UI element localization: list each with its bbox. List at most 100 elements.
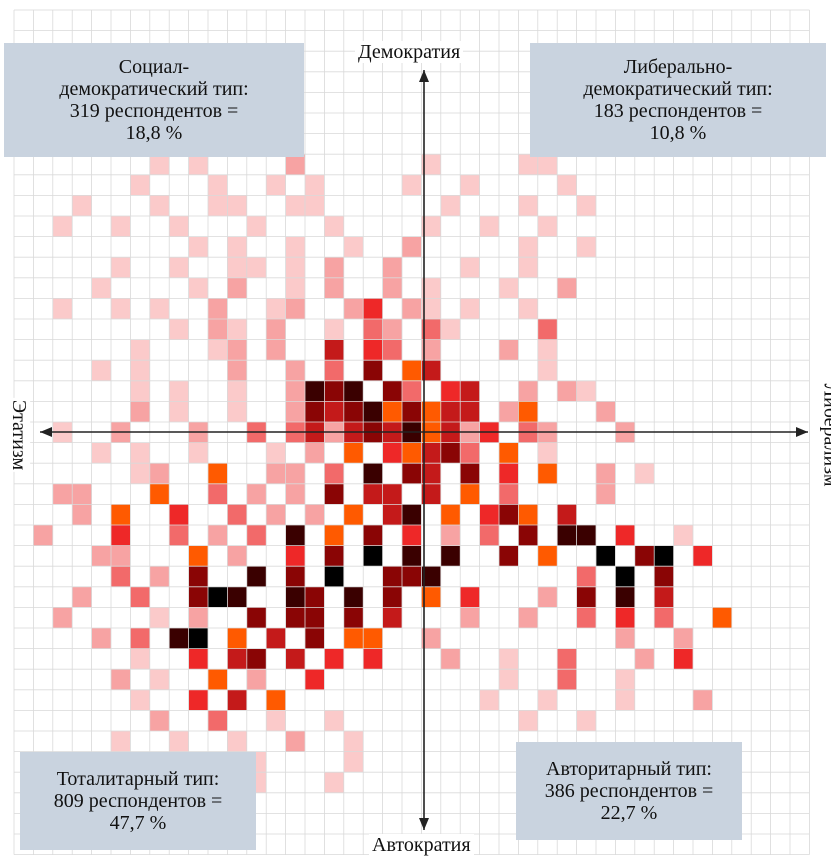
heatmap-cell xyxy=(227,628,247,649)
heatmap-cell xyxy=(266,689,286,711)
heatmap-cell xyxy=(227,545,247,567)
heatmap-cell xyxy=(91,360,111,381)
heatmap-cell xyxy=(285,380,305,402)
heatmap-cell xyxy=(130,360,150,381)
heatmap-cell xyxy=(149,710,170,731)
heatmap-cell xyxy=(460,607,480,628)
heatmap-cell xyxy=(305,195,325,216)
heatmap-cell xyxy=(460,257,480,278)
heatmap-cell xyxy=(402,525,422,546)
heatmap-cell xyxy=(208,339,228,361)
heatmap-cell xyxy=(382,586,402,608)
heatmap-cell xyxy=(596,483,616,505)
heatmap-cell xyxy=(363,545,383,567)
heatmap-cell xyxy=(615,669,635,690)
heatmap-cell xyxy=(479,504,499,525)
heatmap-cell xyxy=(440,504,461,525)
heatmap-cell xyxy=(52,483,73,505)
heatmap-cell xyxy=(111,257,131,278)
heatmap-cell xyxy=(91,442,111,464)
heatmap-cell xyxy=(149,298,170,319)
quadrant-line: 319 респондентов = xyxy=(69,100,239,122)
quadrant-line: Тоталитарный тип: xyxy=(56,768,220,790)
x-axis-right-arrow xyxy=(796,427,808,437)
heatmap-cell xyxy=(343,442,364,464)
heatmap-cell xyxy=(208,195,228,216)
heatmap-cell xyxy=(479,216,499,237)
heatmap-cell xyxy=(537,216,558,237)
heatmap-cell xyxy=(324,319,344,340)
quadrant-line: демократический тип: xyxy=(59,78,249,100)
quadrant-line: демократический тип: xyxy=(583,78,773,100)
heatmap-cell xyxy=(285,154,305,175)
heatmap-cell xyxy=(208,463,228,484)
heatmap-cell xyxy=(246,566,267,587)
quadrant-line: 386 респондентов = xyxy=(544,780,714,802)
heatmap-cell xyxy=(382,401,402,422)
heatmap-cell xyxy=(130,442,150,464)
heatmap-cell xyxy=(285,607,305,628)
heatmap-cell xyxy=(596,545,616,567)
heatmap-cell xyxy=(440,195,461,216)
heatmap-cell xyxy=(421,463,441,484)
heatmap-cell xyxy=(421,216,441,237)
heatmap-cell xyxy=(343,380,364,402)
heatmap-cell xyxy=(149,669,170,690)
heatmap-cell xyxy=(402,236,422,258)
heatmap-cell xyxy=(518,710,538,731)
heatmap-cell xyxy=(227,195,247,216)
heatmap-cell xyxy=(188,607,208,628)
heatmap-cell xyxy=(266,174,286,196)
heatmap-cell xyxy=(130,339,150,361)
heatmap-cell xyxy=(402,401,422,422)
heatmap-cell xyxy=(324,277,344,299)
heatmap-cell xyxy=(557,648,577,670)
heatmap-cell xyxy=(382,257,402,278)
heatmap-cell xyxy=(343,236,364,258)
heatmap-cell xyxy=(33,525,53,546)
heatmap-cell xyxy=(518,195,538,216)
heatmap-cell xyxy=(111,669,131,690)
heatmap-cell xyxy=(208,710,228,731)
heatmap-cell xyxy=(111,566,131,587)
axis-label-liberalism: Либерализм xyxy=(819,381,831,489)
heatmap-cell xyxy=(499,669,519,690)
heatmap-cell xyxy=(615,689,635,711)
heatmap-cell xyxy=(227,648,247,670)
heatmap-cell xyxy=(343,751,364,773)
heatmap-cell xyxy=(169,628,189,649)
heatmap-cell xyxy=(673,628,693,649)
heatmap-cell xyxy=(343,731,364,752)
heatmap-cell xyxy=(169,525,189,546)
heatmap-cell xyxy=(324,483,344,505)
heatmap-cell xyxy=(324,401,344,422)
heatmap-cell xyxy=(169,216,189,237)
heatmap-cell xyxy=(440,401,461,422)
heatmap-cell xyxy=(499,545,519,567)
quadrant-box-totalitarian: Тоталитарный тип: 809 респондентов = 47,… xyxy=(20,752,256,850)
heatmap-cell xyxy=(169,257,189,278)
heatmap-cell xyxy=(363,319,383,340)
heatmap-cell xyxy=(576,607,596,628)
heatmap-cell xyxy=(499,277,519,299)
heatmap-cell xyxy=(440,380,461,402)
heatmap-cell xyxy=(615,586,635,608)
heatmap-cell xyxy=(208,298,228,319)
heatmap-cell xyxy=(363,525,383,546)
heatmap-cell xyxy=(305,669,325,690)
heatmap-cell xyxy=(208,525,228,546)
heatmap-cell xyxy=(402,442,422,464)
heatmap-cell xyxy=(188,277,208,299)
axis-label-etatism: Этатизм xyxy=(8,397,31,473)
heatmap-cell xyxy=(557,525,577,546)
heatmap-cell xyxy=(518,154,538,175)
heatmap-cell xyxy=(576,710,596,731)
heatmap-cell xyxy=(72,504,92,525)
heatmap-cell xyxy=(363,298,383,319)
heatmap-cell xyxy=(305,628,325,649)
heatmap-cell xyxy=(169,401,189,422)
heatmap-cell xyxy=(421,277,441,299)
heatmap-cell xyxy=(208,319,228,340)
quadrant-line: 809 респондентов = xyxy=(53,790,223,812)
heatmap-cell xyxy=(324,216,344,237)
